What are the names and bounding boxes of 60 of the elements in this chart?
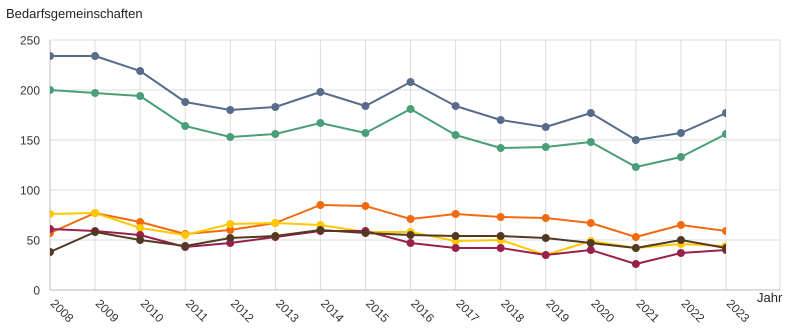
point	[452, 131, 460, 139]
point	[586, 138, 595, 146]
point	[632, 163, 640, 171]
point	[632, 233, 640, 241]
point	[676, 236, 685, 244]
point	[406, 215, 415, 223]
point	[496, 213, 505, 221]
point	[452, 232, 460, 240]
point	[316, 201, 324, 209]
point	[586, 246, 595, 254]
point	[632, 136, 640, 144]
point	[226, 220, 234, 228]
point	[496, 144, 505, 152]
point	[361, 129, 370, 137]
point	[676, 221, 685, 229]
point	[406, 239, 415, 247]
point	[452, 210, 460, 218]
y-tick-label: 100	[20, 183, 40, 198]
point	[542, 143, 550, 151]
point	[676, 153, 685, 161]
point	[452, 102, 460, 110]
point	[542, 123, 550, 131]
point	[586, 109, 595, 117]
x-axis-title: Jahr	[757, 290, 782, 305]
point	[586, 219, 595, 227]
point	[136, 224, 144, 232]
point	[181, 98, 190, 106]
point	[496, 116, 505, 124]
point	[136, 236, 144, 244]
point	[361, 202, 370, 210]
point	[406, 78, 415, 86]
point	[406, 105, 415, 113]
point	[316, 88, 324, 96]
point	[676, 129, 685, 137]
point	[452, 244, 460, 252]
point	[91, 89, 100, 97]
point	[136, 92, 144, 100]
point	[542, 234, 550, 242]
chart-title: Bedarfsgemeinschaften	[6, 6, 143, 21]
point	[181, 122, 190, 130]
point	[676, 249, 685, 257]
point	[632, 260, 640, 268]
point	[361, 102, 370, 110]
point	[226, 234, 234, 242]
point	[316, 119, 324, 127]
point	[496, 244, 505, 252]
y-tick-label: 0	[33, 283, 40, 298]
point	[406, 231, 415, 239]
y-tick-label: 50	[26, 233, 40, 248]
point	[226, 133, 234, 141]
y-tick-label: 200	[20, 83, 40, 98]
point	[542, 214, 550, 222]
point	[136, 67, 144, 75]
y-tick-label: 150	[20, 133, 40, 148]
y-tick-label: 250	[20, 33, 40, 48]
point	[271, 103, 280, 111]
point	[226, 106, 234, 114]
point	[271, 130, 280, 138]
point	[496, 232, 505, 240]
point	[91, 52, 100, 60]
